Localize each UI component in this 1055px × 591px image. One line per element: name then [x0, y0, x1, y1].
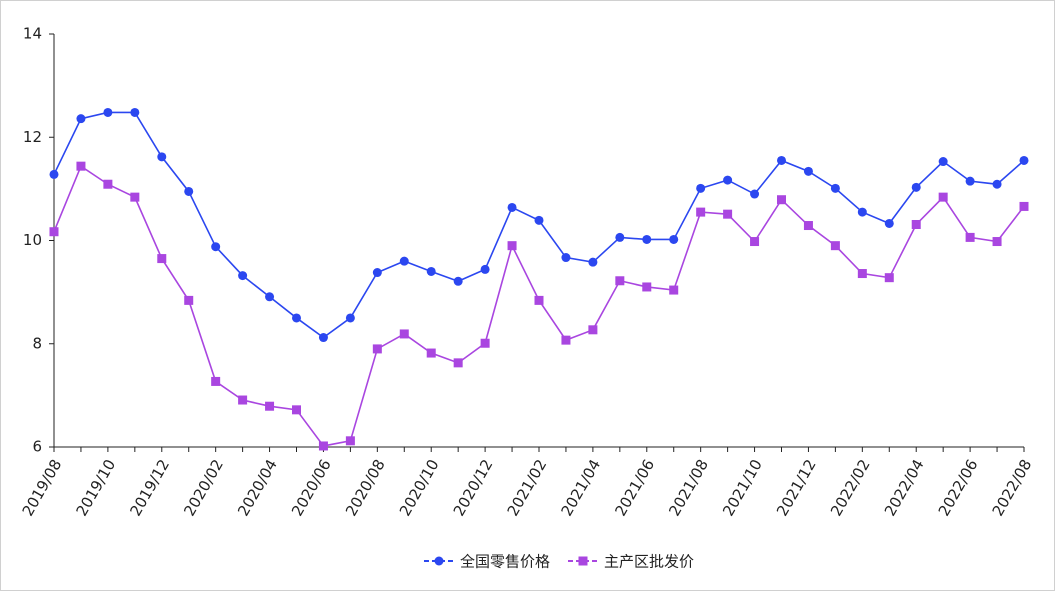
- data-point: [157, 152, 167, 162]
- data-point: [830, 241, 840, 251]
- data-point: [615, 232, 625, 242]
- data-point: [103, 107, 113, 117]
- y-tick-label: 12: [23, 128, 42, 146]
- data-point: [588, 257, 598, 267]
- data-point: [911, 182, 921, 192]
- data-point: [507, 202, 517, 212]
- data-point: [399, 329, 409, 339]
- legend-marker: [434, 556, 444, 566]
- y-tick-label: 10: [23, 231, 42, 249]
- data-point: [696, 183, 706, 193]
- data-point: [426, 266, 436, 276]
- legend-label: 主产区批发价: [604, 553, 694, 571]
- data-point: [615, 276, 625, 286]
- data-point: [803, 221, 813, 231]
- data-point: [184, 295, 194, 305]
- data-point: [372, 344, 382, 354]
- data-point: [884, 218, 894, 228]
- data-point: [49, 169, 59, 179]
- data-point: [884, 273, 894, 283]
- data-point: [777, 155, 786, 165]
- data-point: [318, 441, 328, 451]
- data-point: [49, 227, 59, 237]
- data-point: [938, 157, 948, 167]
- data-point: [669, 234, 679, 244]
- data-point: [642, 234, 652, 244]
- data-point: [345, 436, 355, 446]
- data-point: [238, 271, 248, 281]
- data-point: [642, 282, 652, 292]
- data-point: [723, 209, 733, 219]
- data-point: [561, 335, 571, 345]
- data-point: [803, 166, 813, 176]
- data-point: [372, 268, 382, 278]
- data-point: [211, 376, 221, 386]
- data-point: [292, 313, 301, 323]
- data-point: [292, 405, 301, 415]
- data-point: [507, 241, 517, 251]
- data-point: [857, 207, 867, 217]
- data-point: [130, 192, 140, 202]
- data-point: [750, 237, 760, 247]
- data-point: [723, 175, 733, 185]
- data-point: [265, 292, 275, 302]
- legend-item: 全国零售价格: [423, 553, 550, 571]
- data-point: [534, 295, 544, 305]
- y-tick-label: 8: [32, 334, 42, 352]
- data-point: [399, 256, 409, 266]
- data-point: [130, 107, 140, 117]
- data-point: [1019, 201, 1029, 211]
- data-point: [938, 192, 948, 202]
- data-point: [318, 333, 328, 343]
- legend-label: 全国零售价格: [460, 553, 550, 571]
- data-point: [534, 215, 544, 225]
- data-point: [750, 189, 760, 199]
- data-point: [265, 401, 275, 411]
- data-point: [588, 325, 598, 335]
- data-point: [992, 179, 1002, 189]
- data-point: [184, 186, 194, 196]
- data-point: [211, 242, 221, 252]
- data-point: [992, 237, 1002, 247]
- legend-item: 主产区批发价: [568, 553, 694, 571]
- data-point: [777, 195, 786, 205]
- data-point: [480, 338, 490, 348]
- y-tick-label: 14: [23, 25, 42, 43]
- data-point: [453, 276, 463, 286]
- data-point: [830, 183, 840, 193]
- data-point: [669, 285, 679, 295]
- data-point: [453, 358, 463, 368]
- data-point: [426, 348, 436, 358]
- legend-marker: [578, 556, 588, 566]
- data-point: [103, 179, 113, 189]
- data-point: [76, 114, 86, 124]
- data-point: [238, 395, 248, 405]
- data-point: [561, 253, 571, 263]
- data-point: [857, 269, 867, 279]
- data-point: [345, 313, 355, 323]
- data-point: [965, 176, 975, 186]
- data-point: [157, 254, 167, 264]
- y-tick-label: 6: [32, 438, 42, 456]
- data-point: [696, 207, 706, 217]
- data-point: [911, 219, 921, 229]
- data-point: [480, 264, 490, 274]
- data-point: [1019, 155, 1029, 165]
- data-point: [76, 161, 86, 171]
- data-point: [965, 232, 975, 242]
